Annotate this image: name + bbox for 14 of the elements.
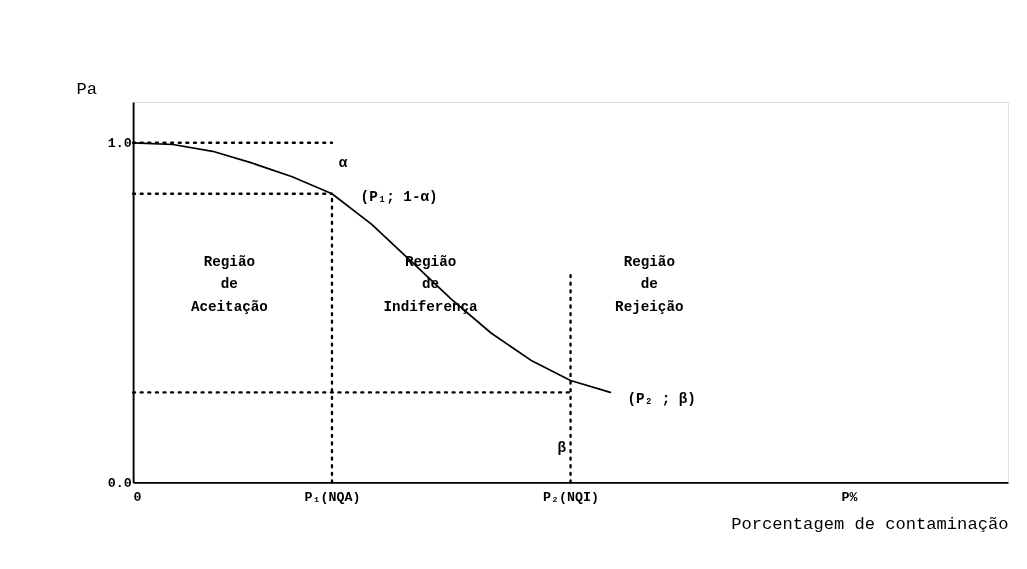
annotation: α xyxy=(338,154,348,171)
annotation: Região de Rejeição xyxy=(615,253,684,316)
annotation: β xyxy=(557,439,567,456)
x-tick-label: P% xyxy=(841,489,858,505)
y-tick-label: 0.0 xyxy=(107,475,132,491)
x-tick-label: P₂(NQI) xyxy=(543,489,599,505)
y-tick-label: 1.0 xyxy=(107,136,132,152)
y-axis-title: Pa xyxy=(76,79,98,99)
annotation: (P₂ ; β) xyxy=(627,390,696,407)
x-axis-title: Porcentagem de contaminação xyxy=(731,514,1009,534)
annotation: (P₁; 1-α) xyxy=(360,188,438,205)
annotation: Região de Aceitação xyxy=(190,253,268,316)
x-tick-label: P₁(NQA) xyxy=(304,489,361,505)
x-tick-label: 0 xyxy=(133,489,142,505)
